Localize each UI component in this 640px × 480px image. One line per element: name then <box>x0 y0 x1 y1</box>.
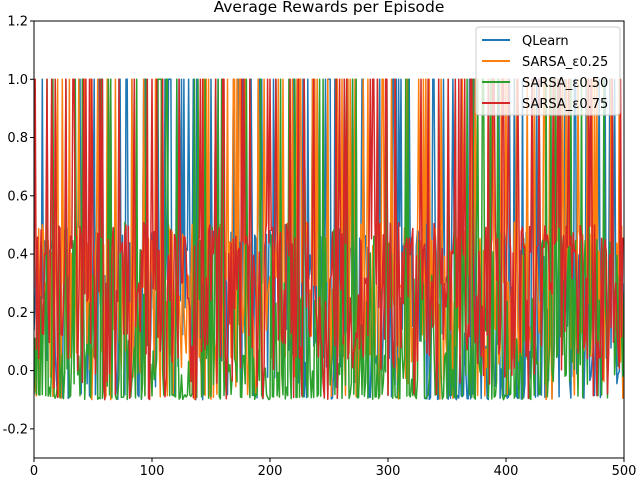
y-tick-label: 1.0 <box>7 73 28 88</box>
series-line-4 <box>34 78 624 401</box>
x-tick-label: 0 <box>30 464 38 479</box>
y-tick-label: 0.0 <box>7 364 28 379</box>
y-tick-label: 0.4 <box>7 248 28 263</box>
y-axis: -0.2 0.0 0.2 0.4 0.6 0.8 1.0 1.2 <box>3 15 34 437</box>
y-tick-label: -0.2 <box>3 422 28 437</box>
series-layer <box>34 78 624 401</box>
x-tick-label: 500 <box>612 464 637 479</box>
plot-frame <box>33 20 625 459</box>
x-tick-label: 300 <box>376 464 401 479</box>
y-tick-label: 0.6 <box>7 189 28 204</box>
x-tick-label: 400 <box>494 464 519 479</box>
legend-box <box>475 26 621 116</box>
y-tick-label: 1.2 <box>7 15 28 30</box>
y-tick-label: 0.2 <box>7 306 28 321</box>
legend-label: SARSA_ε0.75 <box>522 97 608 112</box>
y-tick-label: 0.8 <box>7 131 28 146</box>
x-axis: 0 100 200 300 400 500 <box>30 458 637 479</box>
legend: QLearn SARSA_ε0.25 SARSA_ε0.50 SARSA_ε0.75 <box>475 26 621 116</box>
chart-title: Average Rewards per Episode <box>214 0 445 16</box>
legend-label: QLearn <box>522 34 569 49</box>
legend-label: SARSA_ε0.25 <box>522 55 608 70</box>
legend-label: SARSA_ε0.50 <box>522 76 608 91</box>
x-tick-label: 100 <box>140 464 165 479</box>
x-tick-label: 200 <box>258 464 283 479</box>
